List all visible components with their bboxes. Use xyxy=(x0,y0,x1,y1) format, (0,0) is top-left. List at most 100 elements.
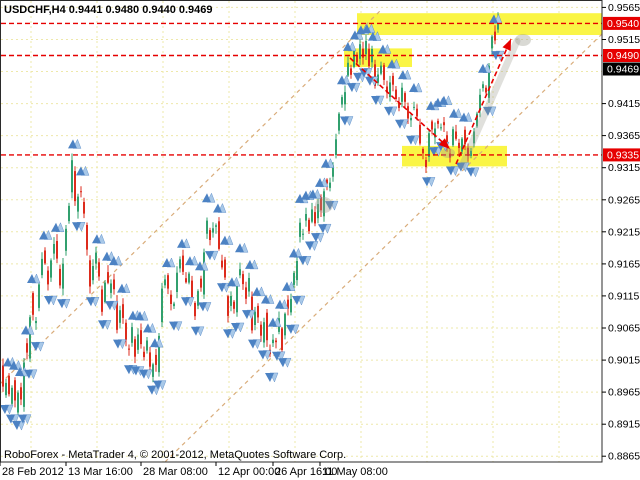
grid xyxy=(1,1,602,462)
candle-body xyxy=(179,259,181,269)
fractal-down-icon xyxy=(6,414,15,424)
candle-body xyxy=(176,272,178,292)
trend-channel-line[interactable] xyxy=(164,32,604,463)
candle-body xyxy=(20,387,22,400)
candle-body xyxy=(26,343,28,353)
fractal-up-icon xyxy=(295,193,304,203)
fractal-up-icon xyxy=(449,108,458,118)
fractal-down-icon xyxy=(318,224,327,234)
candle-body xyxy=(248,278,250,292)
candle-body xyxy=(137,334,139,350)
fractal-up-icon xyxy=(185,256,194,266)
forecast-arrow-line[interactable] xyxy=(455,38,512,165)
fractal-up-icon xyxy=(162,258,171,268)
candle-body xyxy=(347,62,349,76)
fractal-up-icon xyxy=(439,95,448,105)
candle-body xyxy=(41,258,43,276)
fractal-up-icon xyxy=(398,70,407,80)
candle-body xyxy=(296,261,298,281)
candle-body xyxy=(194,303,196,317)
fractal-down-icon xyxy=(429,147,438,157)
fractal-down-icon xyxy=(72,222,81,232)
fractal-up-icon xyxy=(9,360,18,370)
highlight-zone[interactable] xyxy=(402,145,507,167)
candle-body xyxy=(299,222,301,237)
fractal-down-icon xyxy=(113,339,122,349)
candle-body xyxy=(410,117,412,121)
fractal-up-icon xyxy=(350,30,359,40)
price-level-label xyxy=(603,16,640,30)
fractal-down-icon xyxy=(422,177,431,187)
candle-body xyxy=(155,354,157,365)
trend-channel-line[interactable] xyxy=(0,9,382,385)
candle-body xyxy=(332,165,334,177)
candle-body xyxy=(239,269,241,276)
candle-body xyxy=(77,196,79,212)
fractal-up-icon xyxy=(21,325,30,335)
time-axis[interactable]: 28 Feb 2012 13 Mar 16:00 28 Mar 08:00 12 Ap… xyxy=(0,462,388,478)
candle-body xyxy=(215,225,217,227)
candle-body xyxy=(377,74,379,83)
candle-body xyxy=(311,209,313,222)
fractal-down-icon xyxy=(456,162,465,172)
fractal-down-icon xyxy=(242,310,251,320)
fractal-up-icon xyxy=(150,338,159,348)
fractal-down-icon xyxy=(384,106,393,116)
y-axis-label: 0.9165 xyxy=(608,258,640,270)
y-axis-label: 0.9215 xyxy=(608,226,640,238)
fractal-down-icon xyxy=(86,297,95,307)
candle-body xyxy=(188,273,190,283)
candle-body xyxy=(395,89,397,99)
candle-body xyxy=(185,278,187,283)
candle-body xyxy=(140,330,142,345)
fractal-down-icon xyxy=(147,385,156,395)
fractal-down-icon xyxy=(205,251,214,261)
candle-body xyxy=(314,212,316,224)
x-axis-label: 13 Mar 16:00 xyxy=(68,466,133,478)
forecast-arrow-line[interactable] xyxy=(349,57,451,150)
x-axis-label: 12 Apr 00:00 xyxy=(218,466,280,478)
candle-body xyxy=(236,286,238,313)
fractal-up-icon xyxy=(15,367,24,377)
candle-body xyxy=(287,299,289,309)
candle-body xyxy=(35,321,37,324)
candle-body xyxy=(2,365,4,387)
candle-body xyxy=(173,303,175,307)
price-level-label xyxy=(603,49,640,62)
candle-body xyxy=(476,113,478,127)
fractal-up-icon xyxy=(51,222,60,232)
highlight-zone[interactable] xyxy=(357,13,602,35)
fractal-down-icon xyxy=(18,414,27,424)
fractal-down-icon xyxy=(258,350,267,360)
price-level-label-text: 0.9335 xyxy=(607,149,639,161)
candle-body xyxy=(71,160,73,193)
candle-body xyxy=(113,279,115,290)
fractal-down-icon xyxy=(98,320,107,330)
fractal-up-icon xyxy=(362,23,371,33)
candle-body xyxy=(488,65,490,98)
candle-body xyxy=(209,230,211,240)
fractal-down-icon xyxy=(44,296,53,306)
candle-body xyxy=(350,68,352,75)
candle-body xyxy=(5,382,7,396)
price-axis[interactable]: 0.9565 0.9515 0.9415 0.9365 0.9315 0.9265 0.92… xyxy=(602,2,640,463)
fractal-down-icon xyxy=(483,106,492,116)
candle-body xyxy=(407,106,409,119)
candle-body xyxy=(365,41,367,55)
fractal-down-icon xyxy=(124,365,133,375)
candle-body xyxy=(86,225,88,250)
candle-body xyxy=(149,352,151,367)
fractal-down-icon xyxy=(466,167,475,177)
fractal-up-icon xyxy=(343,41,352,51)
fractal-up-icon xyxy=(368,31,377,41)
fractal-down-icon xyxy=(395,119,404,129)
candle-body xyxy=(320,197,322,211)
y-axis-label: 0.9315 xyxy=(608,162,640,174)
candle-body xyxy=(53,244,55,254)
fractal-down-icon xyxy=(223,329,232,339)
fractal-up-icon xyxy=(128,310,137,320)
x-axis-label: 28 Mar 08:00 xyxy=(143,466,208,478)
fractal-down-icon xyxy=(286,324,295,334)
candle-body xyxy=(401,87,403,102)
